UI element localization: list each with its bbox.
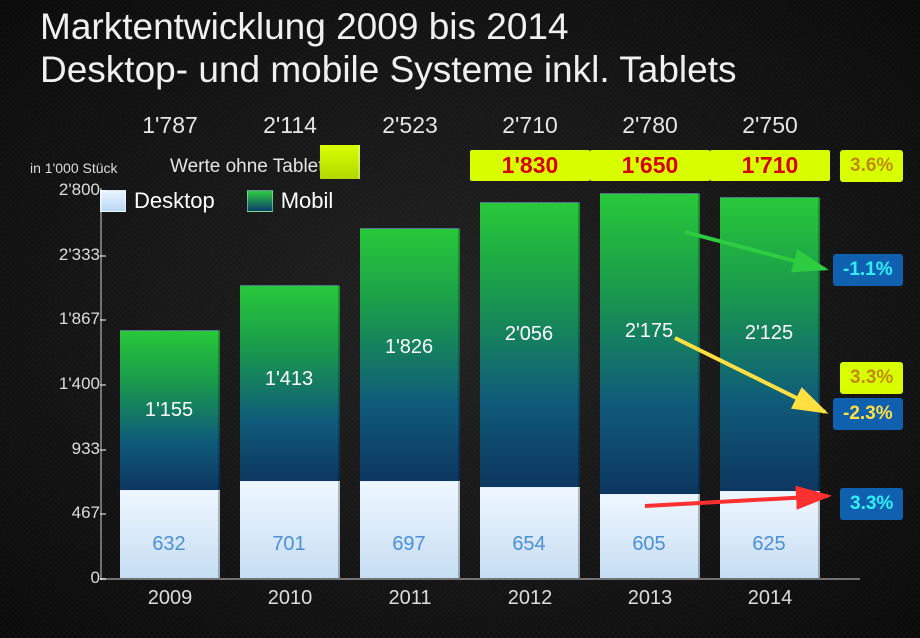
- y-tick: 933: [50, 439, 100, 459]
- y-tick: 0: [50, 568, 100, 588]
- arrow-yellow-icon: [670, 330, 840, 430]
- x-axis: [100, 578, 860, 580]
- badge-mobil-pct-y: 3.3%: [840, 362, 903, 394]
- x-tick: 2014: [720, 587, 820, 610]
- note-label: Werte ohne Tablets: [170, 156, 333, 178]
- title-line2: Desktop- und mobile Systeme inkl. Tablet…: [40, 49, 736, 90]
- y-tick: 467: [50, 503, 100, 523]
- note-value: 1'710: [710, 150, 830, 181]
- bar-segment-mobil: 1'155: [120, 330, 220, 490]
- bar-segment-mobil: 1'826: [360, 228, 460, 481]
- bar-value-mobil: 1'413: [240, 368, 338, 391]
- bar-value-desktop: 654: [480, 533, 578, 556]
- bar-value-desktop: 625: [720, 533, 818, 556]
- total-value: 2'750: [710, 112, 830, 139]
- total-value: 2'523: [350, 112, 470, 139]
- unit-label: in 1'000 Stück: [30, 160, 118, 176]
- x-tick: 2011: [360, 587, 460, 610]
- bar-segment-mobil: 1'413: [240, 285, 340, 481]
- bar-segment-desktop: 632: [120, 490, 220, 578]
- bar-segment-desktop: 654: [480, 487, 580, 578]
- y-tick: 1'867: [50, 309, 100, 329]
- total-value: 2'114: [230, 112, 350, 139]
- note-swatch: [320, 145, 360, 179]
- bar-group: 632 1'155: [120, 330, 220, 578]
- bar-value-mobil: 1'155: [120, 399, 218, 422]
- bar-group: 697 1'826: [360, 228, 460, 578]
- total-value: 2'710: [470, 112, 590, 139]
- bar-group: 701 1'413: [240, 285, 340, 578]
- bar-value-desktop: 697: [360, 533, 458, 556]
- x-tick: 2009: [120, 587, 220, 610]
- bar-segment-desktop: 697: [360, 481, 460, 578]
- badge-mobil-pct-b: -2.3%: [833, 398, 903, 430]
- title-line1: Marktentwicklung 2009 bis 2014: [40, 6, 569, 47]
- badge-total-pct: -1.1%: [833, 254, 903, 286]
- x-tick: 2013: [600, 587, 700, 610]
- bar-group: 654 2'056: [480, 202, 580, 578]
- bar-value-mobil: 1'826: [360, 336, 458, 359]
- page-title: Marktentwicklung 2009 bis 2014 Desktop- …: [40, 6, 736, 91]
- bar-segment-mobil: 2'056: [480, 202, 580, 487]
- total-value: 1'787: [110, 112, 230, 139]
- total-value: 2'780: [590, 112, 710, 139]
- note-value: 1'650: [590, 150, 710, 181]
- y-tick: 2'333: [50, 245, 100, 265]
- y-tick: 1'400: [50, 374, 100, 394]
- y-tick: 2'800: [50, 180, 100, 200]
- bar-value-mobil: 2'056: [480, 323, 578, 346]
- note-value: 1'830: [470, 150, 590, 181]
- bar-value-desktop: 701: [240, 533, 338, 556]
- bar-value-desktop: 632: [120, 533, 218, 556]
- bar-value-desktop: 605: [600, 533, 698, 556]
- arrow-green-icon: [680, 224, 840, 284]
- x-tick: 2010: [240, 587, 340, 610]
- badge-desktop-pct: 3.3%: [840, 488, 903, 520]
- arrow-red-icon: [640, 466, 840, 516]
- x-tick: 2012: [480, 587, 580, 610]
- bar-segment-desktop: 701: [240, 481, 340, 578]
- badge-note-pct: 3.6%: [840, 150, 903, 182]
